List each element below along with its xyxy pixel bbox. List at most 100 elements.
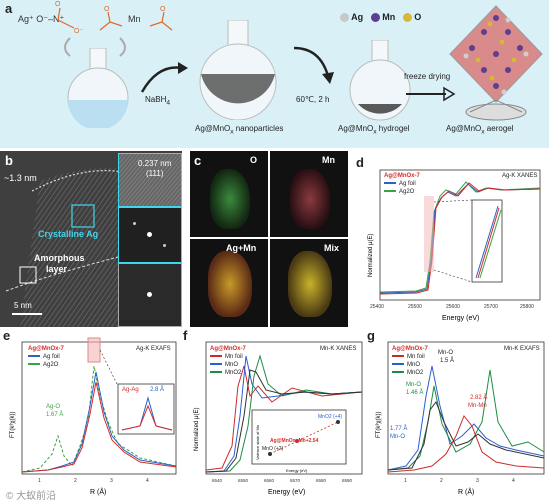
panel-g-label: g [367,328,375,343]
eds-label-o: O [250,155,258,165]
e-agag-label: Ag-Ag [122,387,139,393]
g-mno-dist2: 1.46 Å [406,390,424,396]
reductant-label: NaBH4 [145,95,171,107]
legend-ag-dot [340,13,349,23]
arrow-1 [140,62,188,93]
d-xtick-4: 25800 [520,304,534,310]
g-xtick-2: 3 [476,478,479,484]
g-sample-name: Ag@MnOx-7 [392,346,428,352]
g-ylabel: FT(k³χ(k)) [376,412,382,438]
panel-a-label: a [5,1,13,16]
fft-inset-top [118,207,182,263]
panel-c-label: c [194,153,202,168]
e-title: Ag-K EXAFS [136,346,171,352]
arrow-2 [293,46,334,84]
aerogel-crystal [449,5,543,121]
condition-label: 60℃, 2 h [296,95,330,104]
d-xlabel: Energy (eV) [442,315,479,322]
e-xtick-1: 2 [74,478,77,484]
crystalline-ag-label: Crystalline Ag [38,229,99,239]
panel-d-label: d [356,155,364,170]
e-legend-ag2o: Ag2O [28,362,58,368]
g-mno-label: Mn-O [438,350,453,356]
f-inset-equation: Ag@MnOx: Mn+2.54 [270,438,319,444]
amorphous-label-1: Amorphous [34,253,85,263]
f-title: Mn-K XANES [320,346,357,352]
f-ylabel: Normalized μ(E) [194,408,200,451]
d-xtick-1: 25500 [408,304,422,310]
e-sample-name: Ag@MnOx-7 [28,346,64,352]
thickness-label: ~1.3 nm [4,173,37,183]
step2-caption: Ag@MnOx hydrogel [338,124,410,136]
d-spacing-label: 0.237 nm [138,159,172,168]
g-xlabel: R (Å) [458,487,474,496]
eds-label-mn: Mn [322,155,335,165]
arrow-3 [406,86,456,102]
fft-inset-bottom [118,263,182,327]
g-mnmn-label: Mn-Mn [468,403,487,409]
e-ago-dist: 1.67 Å [46,412,64,418]
d-title: Ag-K XANES [502,173,538,179]
svg-text:O: O [160,6,166,13]
g-legend-mno: MnO [392,362,420,368]
f-legend-mno: MnO [210,362,238,368]
legend-mn-dot [370,13,380,23]
d-legend-ag2o: Ag2O [384,189,414,195]
panel-e-label: e [3,328,11,343]
svg-text:O: O [104,6,110,13]
panel-f-chart: 6540 6550 6560 6570 6580 6590 Energy (eV… [194,341,363,496]
g-xtick-1: 2 [440,478,443,484]
amorphous-label-2: layer [46,264,68,274]
svg-text:O⁻: O⁻ [74,28,83,35]
g-title: Mn-K EXAFS [504,346,540,352]
flask-hydrogel [349,40,411,121]
panel-a: a Ag⁺ O⁻–N⁺ Mn O O⁻ O O NaBH4 [0,0,549,148]
f-xtick-2: 6560 [264,478,275,483]
flask-nanoparticles [199,20,277,120]
e-ylabel: FT(k³χ(k)) [10,412,16,438]
d-ylabel: Normalized μ(E) [368,234,374,277]
g-legend-mnfoil: Mn foil [392,354,425,360]
panel-f-label: f [183,328,188,343]
eds-tile-mn [270,151,348,237]
f-inset-xlabel: Energy (eV) [286,468,308,473]
e-agag-dist: 2.8 Å [150,387,165,393]
eds-label-mix: Mix [324,243,340,253]
f-sample-name: Ag@MnOx-7 [210,346,246,352]
mn-acetate-formula: Mn [128,14,141,24]
g-mno-label2: Mn-O [406,382,421,388]
f-inset-mno: MnO (+2) [262,446,284,452]
panel-d-chart: 25400 25500 25600 25700 25800 Energy (eV… [368,169,541,322]
watermark: © 大蚁前沿 [6,491,57,502]
g-mno-label3: Mn-O [390,434,405,440]
panel-c-eds: c O Mn Ag+Mn Mix [190,151,348,327]
g-xtick-0: 1 [404,478,407,484]
f-xtick-1: 6550 [238,478,249,483]
scale-label: 5 nm [14,301,32,310]
d-sample-name: Ag@MnOx-7 [384,173,420,179]
hrtem-inset [118,153,182,207]
step1-caption: Ag@MnOx nanoparticles [195,124,284,136]
d-xtick-3: 25700 [484,304,498,310]
freeze-drying-label: freeze drying [404,72,451,81]
svg-text:O: O [55,1,61,8]
element-legend: Ag Mn O [340,12,421,23]
f-inset-mno2: MnO2 (+4) [318,414,343,420]
d-legend-agfoil: Ag foil [384,181,416,187]
g-mno-dist: 1.5 Å [440,358,455,364]
panel-b-tem: b ~1.3 nm Crystalline Ag Amorphous layer… [0,151,182,327]
hrtem-lattice [119,154,181,206]
eds-label-agmn: Ag+Mn [226,243,257,253]
panel-b-label: b [5,153,13,168]
g-xtick-3: 4 [512,478,515,484]
f-xtick-4: 6580 [316,478,327,483]
g-mnmn-dist: 2.82 Å [470,395,488,401]
scale-bar [12,313,42,315]
f-legend-mnfoil: Mn foil [210,354,243,360]
legend-o-dot [402,13,412,23]
e-legend-agfoil: Ag foil [28,354,60,360]
plane-label: (111) [146,169,164,178]
panel-g-chart: 1 2 3 4 R (Å) FT(k³χ(k)) [376,341,545,496]
g-dist3: 1.77 Å [390,426,408,432]
f-legend-mno2: MnO2 [210,370,241,376]
